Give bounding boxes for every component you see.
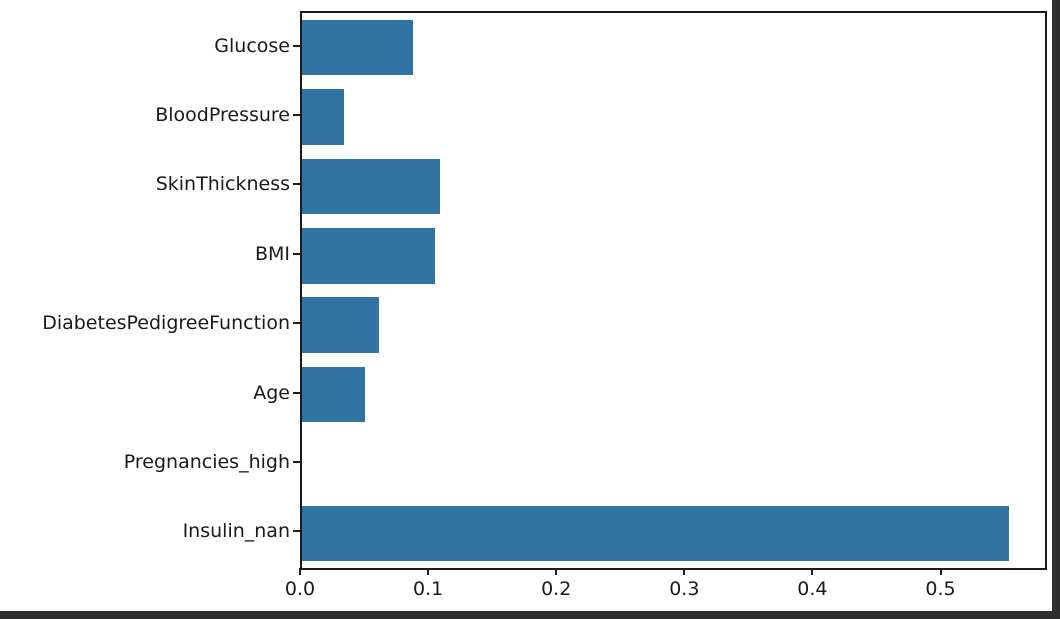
y-tick-label: BMI (254, 242, 290, 265)
x-tick (939, 568, 942, 575)
bar-Glucose (302, 19, 414, 76)
window-border-right (1052, 0, 1060, 619)
y-tick-label: DiabetesPedigreeFunction (42, 312, 290, 335)
y-tick (293, 44, 300, 47)
bar-BloodPressure (302, 89, 345, 145)
y-tick (293, 460, 300, 463)
x-tick-label: 0.4 (797, 578, 828, 600)
x-tick-label: 0.5 (925, 578, 956, 600)
y-tick (293, 530, 300, 533)
y-tick (293, 183, 300, 186)
x-tick (683, 568, 686, 575)
x-tick (299, 568, 301, 575)
y-tick (293, 114, 300, 117)
y-tick (293, 322, 300, 325)
window-border-bottom (0, 611, 1060, 619)
bar-BMI (302, 228, 436, 284)
x-tick (811, 568, 814, 575)
x-tick-label: 0.3 (669, 578, 700, 600)
bar-Age (302, 366, 365, 423)
y-tick-label: Age (253, 381, 290, 404)
x-tick (427, 568, 430, 575)
y-tick-label: BloodPressure (155, 104, 290, 127)
x-tick-label: 0.2 (541, 578, 572, 600)
y-tick-label: Insulin_nan (182, 520, 290, 543)
bar-DiabetesPedigreeFunction (302, 297, 379, 353)
y-tick-label: SkinThickness (155, 173, 290, 196)
x-tick-label: 0.0 (284, 578, 316, 600)
bar-SkinThickness (302, 158, 441, 215)
x-tick (555, 568, 558, 575)
y-tick-label: Glucose (214, 34, 290, 57)
y-tick-label: Pregnancies_high (123, 450, 290, 473)
x-tick-label: 0.1 (412, 578, 444, 600)
plot-area (300, 11, 1047, 570)
y-tick (293, 391, 300, 394)
bar-Insulin_nan (302, 505, 1010, 562)
y-tick (293, 252, 300, 255)
